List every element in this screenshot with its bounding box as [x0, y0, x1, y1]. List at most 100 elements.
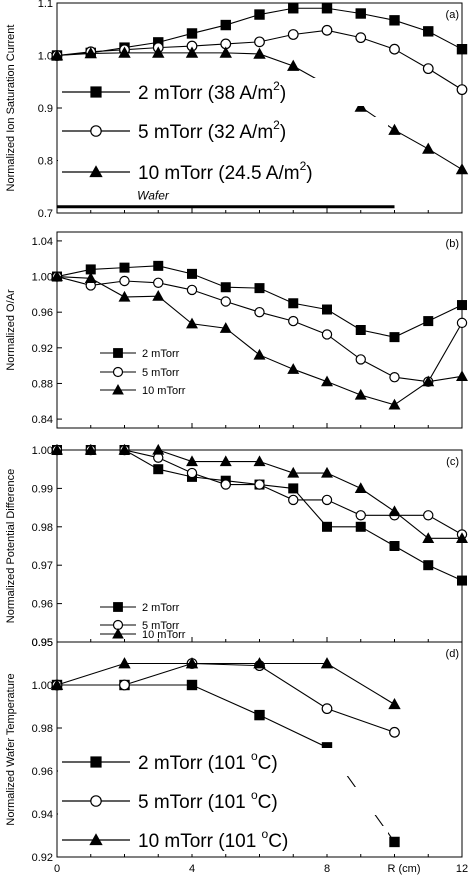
- y-tick-label: 1.00: [32, 680, 53, 692]
- data-point: [355, 324, 366, 335]
- data-point: [50, 678, 64, 690]
- data-point: [253, 348, 266, 360]
- legend: 2 mTorr 5 mTorr 10 mTorr: [100, 348, 186, 397]
- legend-marker: [90, 125, 102, 137]
- legend-marker: [90, 795, 102, 807]
- panel-d: 0.92 0.94 0.96 0.98 1.00 0.95 Normalized Wafer…: [5, 637, 468, 875]
- legend-marker: [112, 366, 124, 378]
- data-point: [152, 443, 165, 455]
- legend-marker: [113, 602, 123, 612]
- data-point: [152, 290, 165, 301]
- data-point: [422, 375, 435, 387]
- data-point: [355, 354, 366, 365]
- legend: 2 mTorr (38 A/m2) 5 mTorr (32 A/m2) 10 mTo…: [58, 78, 388, 186]
- data-point: [422, 142, 435, 154]
- data-point: [389, 43, 400, 55]
- data-point: [321, 521, 332, 532]
- data-point: [220, 296, 231, 307]
- data-point: [220, 282, 231, 293]
- data-point: [84, 272, 97, 283]
- data-point: [388, 123, 401, 135]
- data-point: [254, 9, 265, 20]
- data-point: [422, 63, 434, 75]
- y-tick-label: 0.96: [32, 766, 53, 778]
- legend-marker: [89, 165, 103, 178]
- y-tick-label: 0.9: [38, 103, 53, 115]
- y-tick-label: 0.88: [32, 378, 53, 390]
- y-tick-label: 0.94: [32, 809, 53, 821]
- data-point: [119, 275, 130, 287]
- data-point: [254, 306, 265, 318]
- legend-label: 5 mTorr: [142, 620, 180, 632]
- data-point: [388, 698, 401, 710]
- data-point: [456, 300, 467, 311]
- data-point: [186, 268, 197, 279]
- data-point: [118, 290, 131, 302]
- data-point: [119, 679, 130, 691]
- data-point: [287, 363, 300, 374]
- data-point: [321, 329, 333, 340]
- y-tick-label: 0.8: [38, 156, 53, 168]
- legend-label: 5 mTorr: [142, 367, 180, 379]
- y-axis-label: Normalized Ion Saturation Current: [5, 25, 17, 192]
- y-tick-label: 0.97: [32, 560, 53, 572]
- data-point: [355, 521, 366, 532]
- data-point: [186, 455, 198, 467]
- data-point: [186, 28, 198, 39]
- y-tick-label: 0.99: [32, 483, 53, 495]
- data-point: [288, 315, 299, 327]
- data-point: [354, 482, 367, 494]
- legend: 2 mTorr (101 oC) 5 mTorr (101 oC) 10 mTorr…: [58, 748, 388, 854]
- y-tick-label: 1.04: [32, 236, 53, 248]
- legend-label: 2 mTorr (101 oC): [138, 749, 278, 774]
- series-line: [56, 265, 463, 338]
- panel-label: (a): [446, 9, 459, 21]
- data-point: [321, 703, 333, 715]
- data-point: [287, 59, 300, 71]
- data-point: [50, 49, 64, 61]
- panel-a: 0.7 0.8 0.9 1.0 1.1 Normalized Ion Saturation…: [5, 0, 469, 220]
- y-tick-label: 0.96: [32, 599, 53, 611]
- data-point: [389, 836, 400, 848]
- data-point: [455, 163, 469, 175]
- y-axis-label: Normalized Potential Difference: [5, 469, 17, 623]
- data-point: [219, 46, 232, 58]
- data-point: [423, 560, 434, 571]
- legend-marker: [89, 833, 103, 846]
- data-point: [321, 24, 333, 36]
- data-point: [84, 443, 97, 455]
- legend-label: 10 mTorr: [142, 629, 186, 641]
- data-point: [186, 467, 198, 479]
- panel-label: (c): [446, 456, 459, 468]
- data-point: [288, 494, 299, 506]
- series-line: [57, 662, 395, 733]
- legend-label: 2 mTorr: [142, 602, 180, 614]
- data-point: [220, 19, 231, 31]
- legend-label: 10 mTorr (24.5 A/m2): [138, 159, 313, 184]
- data-point: [220, 479, 231, 490]
- y-tick-label: 1.0: [38, 51, 53, 63]
- y-tick-label: 0.84: [32, 414, 53, 426]
- y-tick-label: 0.96: [32, 307, 53, 319]
- y-tick-label: 0.7: [38, 208, 53, 220]
- y-tick-label: 1.1: [38, 0, 53, 10]
- data-point: [389, 332, 400, 343]
- panel-label: (b): [446, 238, 459, 250]
- data-point: [456, 575, 467, 586]
- data-point: [84, 47, 97, 59]
- plot-frame: [56, 449, 463, 643]
- legend-marker: [90, 86, 102, 98]
- data-point: [253, 657, 266, 669]
- y-tick-label: 0.92: [32, 852, 53, 864]
- y-axis-label: Normalized O/Ar: [5, 289, 17, 371]
- y-tick-label: 0.92: [32, 343, 53, 355]
- data-point: [355, 8, 366, 19]
- data-point: [355, 32, 367, 44]
- data-point: [254, 709, 265, 721]
- data-point: [354, 100, 367, 112]
- legend-label: 5 mTorr (32 A/m2): [138, 118, 286, 143]
- data-point: [456, 317, 468, 329]
- data-point: [186, 317, 198, 329]
- series-line: [56, 662, 395, 705]
